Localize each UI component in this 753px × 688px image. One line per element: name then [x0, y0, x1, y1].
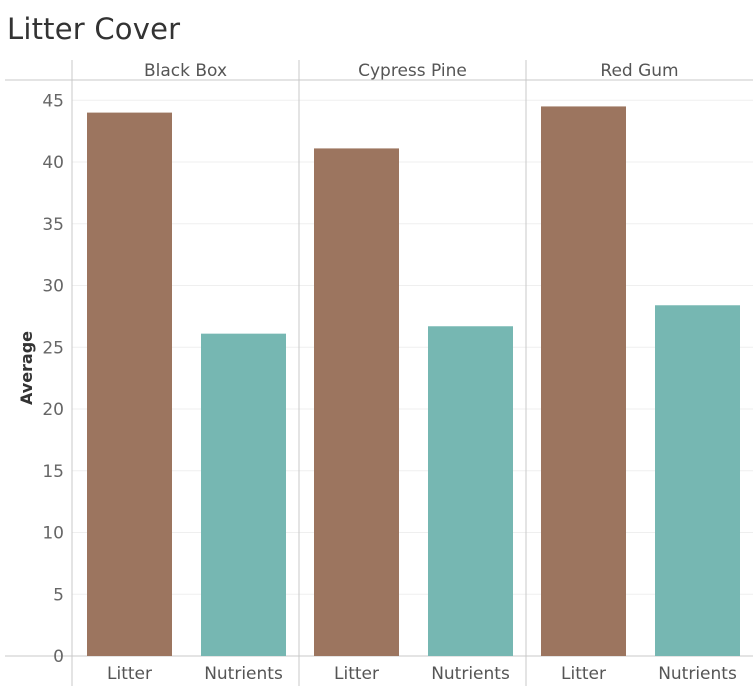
y-tick-label: 35	[42, 215, 64, 235]
bar-nutrients	[428, 326, 513, 656]
x-category-label: Litter	[334, 664, 379, 684]
x-category-label: Litter	[107, 664, 152, 684]
y-tick-label: 30	[42, 277, 64, 297]
bar-litter	[87, 112, 172, 657]
bars	[87, 106, 740, 657]
panel-label: Cypress Pine	[358, 61, 467, 81]
y-tick-label: 15	[42, 462, 64, 482]
x-category-label: Litter	[561, 664, 606, 684]
y-tick-label: 5	[53, 585, 64, 605]
labels: 0 5 10 15 20 25 30 35 40 45 Black Box Litter Nutrien…	[17, 61, 737, 684]
y-tick-label: 25	[42, 338, 64, 358]
y-tick-label: 40	[42, 153, 64, 173]
panel-label: Red Gum	[600, 61, 678, 81]
bar-nutrients	[655, 305, 740, 656]
x-category-label: Nutrients	[658, 664, 737, 684]
y-tick-label: 10	[42, 524, 64, 544]
x-category-label: Nutrients	[431, 664, 510, 684]
panel-label: Black Box	[144, 61, 227, 81]
bar-litter	[314, 148, 399, 657]
y-tick-label: 0	[53, 647, 64, 667]
bar-litter	[541, 106, 626, 657]
chart-title: Litter Cover	[7, 12, 181, 46]
y-tick-label: 45	[42, 91, 64, 111]
gridlines	[72, 99, 753, 595]
y-axis-title: Average	[17, 331, 36, 405]
bar-nutrients	[201, 333, 286, 656]
y-tick-label: 20	[42, 400, 64, 420]
x-category-label: Nutrients	[204, 664, 283, 684]
